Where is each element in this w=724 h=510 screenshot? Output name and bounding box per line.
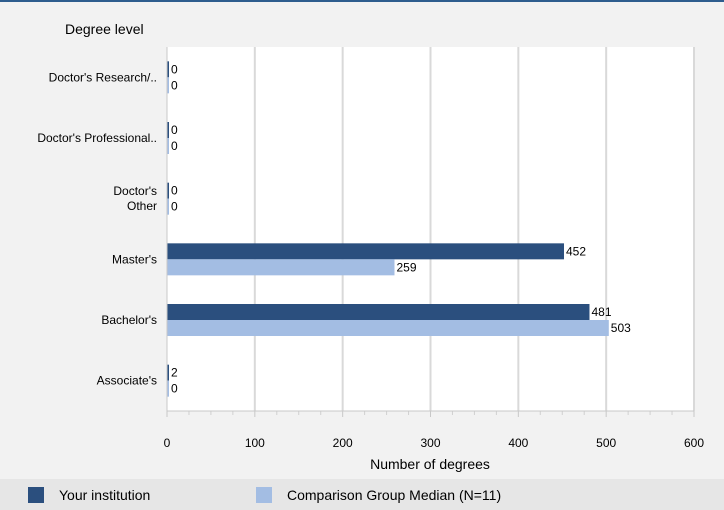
legend-swatch-comparison-median — [256, 486, 272, 503]
x-axis-title: Number of degrees — [370, 456, 490, 472]
grid-lines — [167, 47, 695, 411]
data-label: 503 — [611, 321, 631, 335]
data-label: 259 — [396, 260, 416, 274]
bar — [167, 198, 169, 215]
category-label: Doctor's — [113, 184, 157, 198]
bar — [167, 138, 169, 154]
bar — [167, 304, 590, 320]
legend: Your institution Comparison Group Median… — [0, 479, 724, 510]
legend-item-your-institution: Your institution — [28, 479, 150, 510]
x-tick-label: 500 — [596, 436, 616, 450]
data-label: 0 — [171, 78, 178, 92]
category-label: Master's — [112, 252, 157, 266]
top-rule — [0, 0, 724, 2]
data-label: 0 — [171, 139, 178, 153]
data-label: 0 — [171, 123, 178, 137]
bar — [167, 61, 169, 78]
bar — [167, 243, 565, 260]
x-tick-label: 300 — [420, 436, 440, 450]
data-label: 481 — [591, 305, 611, 319]
bar — [167, 259, 395, 276]
legend-item-comparison-median: Comparison Group Median (N=11) — [256, 479, 501, 510]
bar — [167, 77, 169, 94]
category-label: Bachelor's — [101, 313, 157, 327]
legend-label-comparison-median: Comparison Group Median (N=11) — [287, 486, 502, 503]
x-tick-label: 100 — [245, 436, 265, 450]
bar — [167, 182, 169, 199]
data-label: 0 — [171, 62, 178, 76]
data-label: 452 — [566, 244, 586, 258]
bar — [167, 320, 609, 336]
x-tick-label: 200 — [333, 436, 353, 450]
x-tick-label: 0 — [164, 436, 171, 450]
legend-swatch-your-institution — [28, 486, 44, 503]
data-label: 0 — [171, 184, 178, 198]
y-axis-title: Degree level — [65, 21, 144, 37]
bar — [167, 122, 169, 138]
x-tick-label: 400 — [508, 436, 528, 450]
category-label: Other — [127, 199, 157, 213]
x-tick-label: 600 — [684, 436, 704, 450]
category-label: Doctor's Professional.. — [37, 131, 157, 145]
bar — [167, 364, 169, 381]
bar — [167, 380, 169, 397]
data-label: 0 — [171, 200, 178, 214]
x-axis-ticks: 0 100 200 300 400 500 600 — [164, 47, 704, 450]
legend-label-your-institution: Your institution — [59, 486, 151, 503]
data-label: 0 — [171, 382, 178, 396]
data-label: 2 — [171, 366, 178, 380]
category-label: Doctor's Research/.. — [49, 70, 157, 84]
category-labels: Doctor's Research/.. Doctor's Professiona… — [37, 70, 157, 387]
category-label: Associate's — [97, 374, 157, 388]
